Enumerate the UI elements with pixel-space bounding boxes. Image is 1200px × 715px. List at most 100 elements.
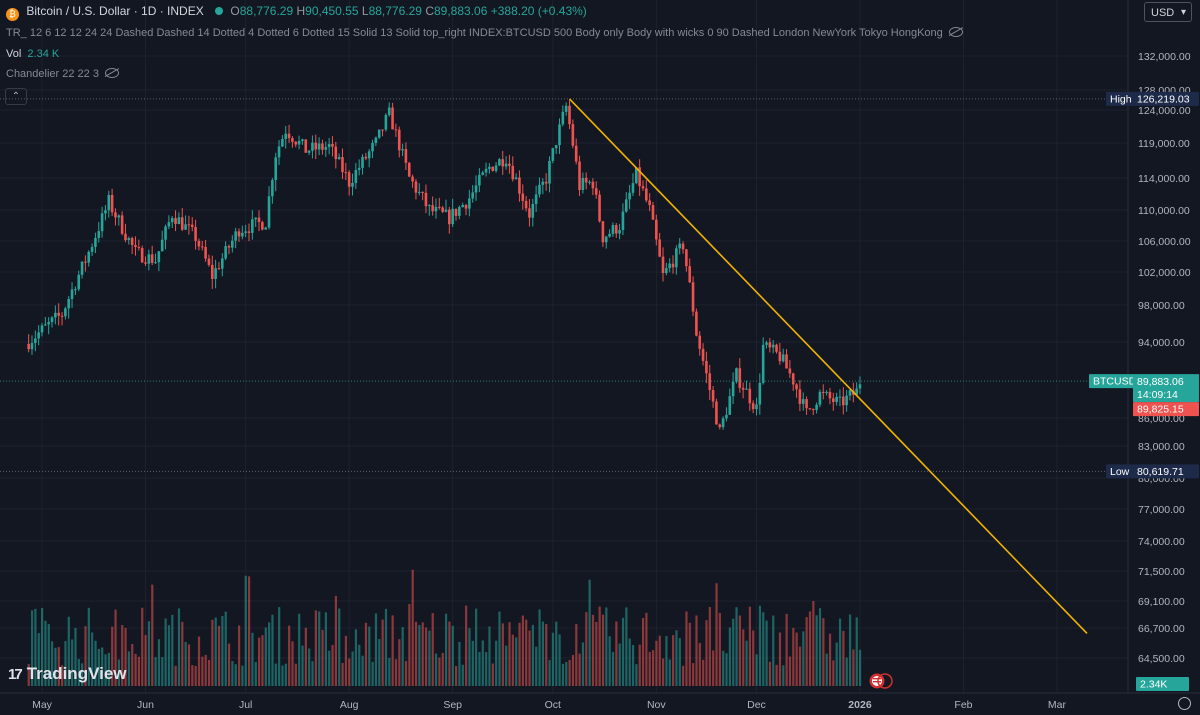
volume-bar (608, 636, 611, 686)
candle-body (791, 373, 795, 385)
candle-body (691, 282, 695, 312)
volume-bar (191, 665, 194, 686)
volume-bar (117, 659, 120, 686)
candle-body (327, 144, 331, 148)
candle-body (618, 230, 621, 234)
candle-body (414, 181, 418, 193)
volume-bar (578, 653, 581, 686)
volume-bar (728, 627, 731, 686)
collapse-legend-button[interactable]: ⌃ (5, 88, 27, 105)
volume-bar (211, 619, 214, 686)
volume-bar (428, 630, 431, 686)
volume-bar (678, 638, 681, 686)
volume-bar (665, 636, 668, 686)
volume-bar (598, 606, 601, 686)
volume-bar (97, 648, 100, 686)
candle-body (501, 159, 505, 167)
volume-bar (44, 620, 47, 686)
candle-body (488, 166, 491, 169)
candle-body (735, 368, 738, 382)
candle-body (74, 289, 77, 291)
candle-body (624, 199, 628, 212)
volume-bar (842, 630, 845, 686)
candle-body (621, 211, 625, 231)
volume-bar (224, 611, 227, 686)
candle-body (154, 262, 157, 264)
candle-body (494, 165, 498, 171)
currency-select[interactable]: USD (1144, 2, 1192, 23)
candle-body (705, 360, 708, 374)
candle-body (311, 142, 314, 151)
volume-bar (368, 626, 371, 686)
volume-bar (364, 622, 368, 686)
volume-bar (291, 641, 294, 686)
us-flag-icon[interactable] (869, 673, 893, 689)
candle-body (361, 156, 364, 168)
settings-gear-icon[interactable] (1178, 697, 1191, 710)
volume-legend[interactable]: Vol 2.34 K (6, 48, 60, 60)
volume-bar (344, 635, 348, 686)
volume-bar (91, 632, 94, 686)
volume-bar (541, 621, 545, 686)
candle-body (728, 396, 732, 415)
candle-body (601, 221, 605, 243)
candle-body (80, 261, 84, 275)
volume-bar (561, 663, 565, 686)
volume-bar (772, 615, 775, 686)
volume-bar (702, 659, 705, 686)
volume-bar (535, 646, 538, 686)
indicator-legend[interactable]: TR_ 12 6 12 12 24 24 Dashed Dashed 14 Do… (6, 27, 963, 39)
candle-body (377, 129, 381, 138)
candle-body (167, 222, 171, 227)
candle-body (251, 219, 254, 233)
volume-bar (261, 635, 264, 686)
volume-bar (458, 641, 461, 686)
candle-body (34, 338, 37, 344)
volume-bar (241, 665, 244, 686)
y-tick-label: 132,000.00 (1138, 51, 1191, 63)
y-tick-label: 102,000.00 (1138, 267, 1191, 279)
volume-bar (304, 627, 307, 686)
candle-body (304, 139, 308, 153)
candle-body (448, 209, 451, 225)
volume-bar (258, 637, 261, 686)
candle-body (538, 184, 541, 195)
candle-body (107, 194, 111, 211)
volume-bar (752, 630, 755, 686)
symbol-title[interactable]: Bitcoin / U.S. Dollar · 1D · INDEX (26, 4, 204, 18)
chandelier-legend[interactable]: Chandelier 22 22 3 (6, 68, 119, 80)
candle-body (675, 248, 678, 268)
candle-body (214, 268, 217, 279)
hide-eye-icon[interactable] (948, 27, 963, 37)
x-tick-label: Dec (747, 699, 766, 711)
candle-body (588, 181, 591, 183)
candle-body (120, 215, 124, 234)
volume-bar (414, 621, 418, 686)
candle-body (197, 240, 201, 247)
open-value: 88,776.29 (239, 4, 294, 18)
volume-bar (725, 653, 728, 686)
candle-body (134, 244, 137, 248)
volume-bar (314, 610, 317, 686)
last-price-tag (1133, 374, 1199, 403)
volume-bar (508, 622, 511, 686)
volume-bar (398, 639, 401, 686)
candle-body (645, 188, 648, 201)
candle-body (254, 217, 257, 220)
candle-body (277, 146, 281, 158)
candle-body (828, 391, 832, 399)
volume-bar (111, 626, 114, 686)
candle-body (671, 263, 675, 268)
candle-body (431, 205, 434, 212)
volume-bar (351, 651, 354, 686)
candle-body (401, 149, 404, 151)
candle-body (668, 263, 671, 269)
candle-body (324, 147, 328, 150)
hide-eye-icon[interactable] (104, 68, 119, 78)
volume-bar (181, 621, 184, 686)
candle-body (70, 289, 74, 299)
volume-bar (538, 609, 541, 686)
candle-body (411, 176, 414, 182)
symbol-header: ₿ Bitcoin / U.S. Dollar · 1D · INDEX O88… (6, 4, 587, 21)
